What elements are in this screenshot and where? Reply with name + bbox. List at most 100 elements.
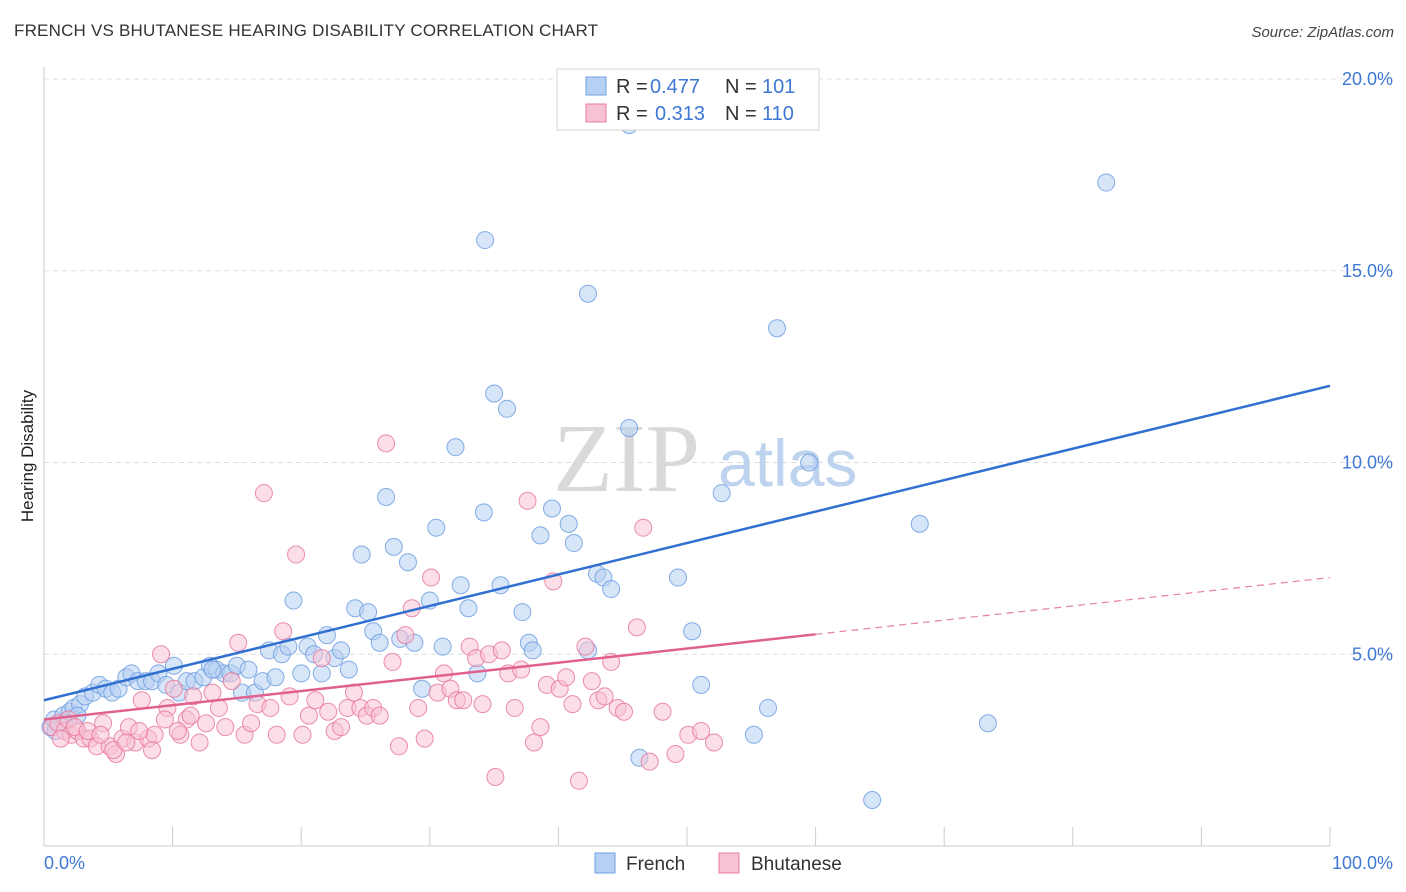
- point-bhutanese: [312, 649, 331, 668]
- point-bhutanese: [653, 702, 672, 721]
- point-bhutanese: [454, 691, 473, 710]
- point-french: [239, 660, 258, 679]
- point-french: [339, 660, 358, 679]
- point-bhutanese: [473, 695, 492, 714]
- point-bhutanese: [155, 710, 174, 729]
- y-tick-label: 20.0%: [1342, 69, 1393, 89]
- point-french: [446, 438, 465, 457]
- point-french: [863, 790, 882, 809]
- stats-n-value-bhutanese: 110: [762, 103, 794, 125]
- point-french: [497, 399, 516, 418]
- point-french: [332, 641, 351, 660]
- point-bhutanese: [531, 718, 550, 737]
- trendline-bhutanese-extension: [815, 576, 1331, 635]
- point-french: [284, 591, 303, 610]
- point-bhutanese: [692, 721, 711, 740]
- grid-layer: [44, 78, 1393, 655]
- point-bhutanese: [370, 706, 389, 725]
- stats-n-label-bhutanese: N =: [725, 103, 757, 125]
- legend-swatch-french[interactable]: [594, 852, 616, 874]
- y-tick-label: 15.0%: [1342, 261, 1393, 281]
- point-bhutanese: [181, 706, 200, 725]
- source-label: Source: ZipAtlas.com: [1251, 24, 1394, 41]
- point-bhutanese: [267, 725, 286, 744]
- point-french: [384, 537, 403, 556]
- point-bhutanese: [51, 729, 70, 748]
- stats-swatch-french: [585, 76, 607, 96]
- point-french: [377, 488, 396, 507]
- point-french: [692, 675, 711, 694]
- point-bhutanese: [319, 702, 338, 721]
- point-bhutanese: [595, 687, 614, 706]
- point-bhutanese: [130, 721, 149, 740]
- point-french: [433, 637, 452, 656]
- point-french: [459, 599, 478, 618]
- trendline-french: [43, 384, 1331, 702]
- point-french: [531, 526, 550, 545]
- point-bhutanese: [518, 491, 537, 510]
- point-french: [398, 553, 417, 572]
- point-bhutanese: [332, 718, 351, 737]
- stats-swatch-bhutanese: [585, 103, 607, 123]
- point-bhutanese: [91, 725, 110, 744]
- legend-label-bhutanese[interactable]: Bhutanese: [751, 854, 842, 875]
- point-french: [800, 453, 819, 472]
- point-bhutanese: [377, 434, 396, 453]
- point-bhutanese: [383, 652, 402, 671]
- point-bhutanese: [569, 771, 588, 790]
- point-french: [359, 603, 378, 622]
- point-french: [602, 580, 621, 599]
- point-bhutanese: [557, 668, 576, 687]
- point-bhutanese: [505, 698, 524, 717]
- point-french: [474, 503, 493, 522]
- point-bhutanese: [396, 626, 415, 645]
- point-bhutanese: [216, 718, 235, 737]
- point-bhutanese: [415, 729, 434, 748]
- point-bhutanese: [306, 691, 325, 710]
- stats-r-value-french: 0.477: [650, 76, 700, 98]
- point-bhutanese: [486, 767, 505, 786]
- point-bhutanese: [197, 714, 216, 733]
- point-french: [1097, 173, 1116, 192]
- legend-label-french[interactable]: French: [626, 854, 685, 875]
- point-bhutanese: [640, 752, 659, 771]
- point-french: [683, 622, 702, 641]
- point-french: [978, 714, 997, 733]
- point-bhutanese: [389, 737, 408, 756]
- y-tick-label: 10.0%: [1342, 453, 1393, 473]
- y-axis-title: Hearing Disability: [18, 389, 37, 522]
- legend-swatch-bhutanese[interactable]: [718, 852, 740, 874]
- point-bhutanese: [242, 714, 261, 733]
- point-bhutanese: [203, 683, 222, 702]
- point-bhutanese: [143, 741, 162, 760]
- point-french: [292, 664, 311, 683]
- point-bhutanese: [287, 545, 306, 564]
- point-french: [370, 633, 389, 652]
- point-french: [620, 418, 639, 437]
- point-bhutanese: [184, 687, 203, 706]
- point-french: [203, 660, 222, 679]
- point-french: [768, 319, 787, 338]
- point-bhutanese: [117, 733, 136, 752]
- point-french: [312, 664, 331, 683]
- stats-box: R = 0.477 N = 101 R = 0.313 N = 110: [556, 68, 820, 131]
- y-tick-label: 5.0%: [1352, 644, 1393, 664]
- point-bhutanese: [261, 698, 280, 717]
- point-french: [485, 384, 504, 403]
- point-bhutanese: [582, 672, 601, 691]
- point-french: [559, 514, 578, 533]
- point-french: [513, 603, 532, 622]
- point-bhutanese: [492, 641, 511, 660]
- stats-r-label-bhutanese: R =: [616, 103, 648, 125]
- point-bhutanese: [576, 637, 595, 656]
- point-french: [564, 534, 583, 553]
- x-tick-label-min: 0.0%: [44, 853, 85, 873]
- point-bhutanese: [299, 706, 318, 725]
- point-bhutanese: [666, 744, 685, 763]
- x-tick-label-max: 100.0%: [1332, 853, 1393, 873]
- y-tick-labels: 5.0% 10.0% 15.0% 20.0%: [1342, 69, 1393, 664]
- watermark-atlas: atlas: [718, 426, 857, 500]
- trend-layer: [43, 384, 1331, 721]
- trendline-bhutanese: [43, 633, 816, 721]
- point-french: [668, 568, 687, 587]
